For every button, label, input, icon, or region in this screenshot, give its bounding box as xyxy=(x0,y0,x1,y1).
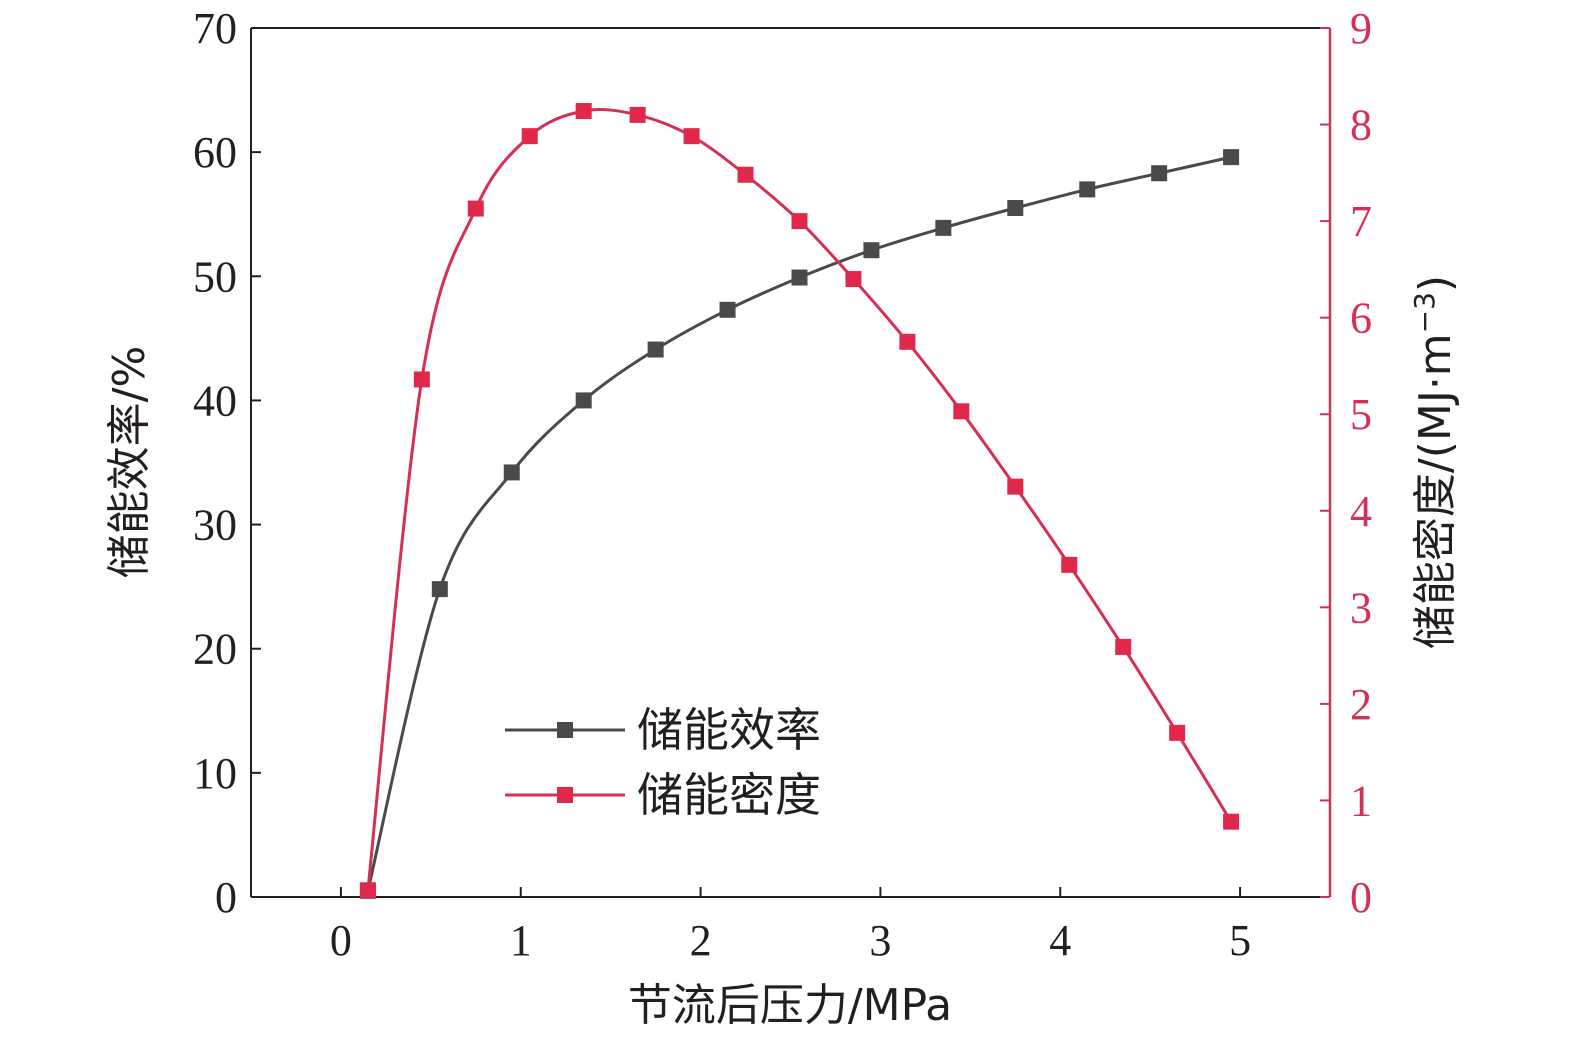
y-right-tick-label: 5 xyxy=(1350,390,1372,439)
density-point xyxy=(467,200,484,217)
y-left-tick-label: 20 xyxy=(193,625,237,674)
density-point xyxy=(575,103,592,120)
efficiency-point xyxy=(791,269,808,286)
density-point xyxy=(845,271,862,288)
legend-efficiency-marker xyxy=(557,722,573,738)
efficiency-point xyxy=(575,392,592,409)
density-point xyxy=(953,403,970,420)
density-point xyxy=(1169,724,1186,741)
density-point xyxy=(1007,478,1024,495)
y-right-tick-label: 6 xyxy=(1350,294,1372,343)
x-tick-label: 2 xyxy=(690,916,712,965)
markers xyxy=(359,103,1240,899)
x-tick-label: 0 xyxy=(330,916,352,965)
x-tick-label: 3 xyxy=(869,916,891,965)
density-point xyxy=(1223,813,1240,830)
density-point xyxy=(791,213,808,230)
efficiency-point xyxy=(1007,200,1024,217)
y-left-tick-label: 0 xyxy=(215,873,237,922)
series-density-line xyxy=(366,108,1233,891)
y-right-title-superscript: −3 xyxy=(1408,292,1441,333)
y-right-tick-label: 3 xyxy=(1350,583,1372,632)
axes xyxy=(250,27,1332,898)
efficiency-point xyxy=(503,464,520,481)
y-left-tick-label: 30 xyxy=(193,501,237,550)
legend-efficiency-label: 储能效率 xyxy=(637,703,821,757)
y-right-tick-label: 0 xyxy=(1350,873,1372,922)
y-right-axis-title: 储能密度/(MJ·m−3) xyxy=(1408,275,1461,649)
y-left-tick-label: 70 xyxy=(193,4,237,53)
y-right-tick-label: 8 xyxy=(1350,101,1372,150)
y-right-tick-label: 1 xyxy=(1350,776,1372,825)
y-right-tick-label: 4 xyxy=(1350,487,1372,536)
y-right-title-close: ) xyxy=(1410,275,1461,292)
legend-density-label: 储能密度 xyxy=(637,768,821,822)
efficiency-point xyxy=(863,242,880,259)
x-tick-label: 5 xyxy=(1229,916,1251,965)
y-right-title-main: 储能密度/(MJ·m xyxy=(1410,333,1461,649)
x-axis-title: 节流后压力/MPa xyxy=(628,980,952,1031)
y-right-tick-label: 9 xyxy=(1350,4,1372,53)
density-point xyxy=(1115,638,1132,655)
y-left-tick-label: 60 xyxy=(193,128,237,177)
density-point xyxy=(737,166,754,183)
efficiency-point xyxy=(1223,149,1240,166)
efficiency-point xyxy=(1079,181,1096,198)
legend-density-marker xyxy=(557,787,573,803)
curves xyxy=(366,108,1233,892)
density-point xyxy=(629,106,646,123)
density-point xyxy=(683,128,700,145)
density-point xyxy=(359,882,376,899)
x-tick-label: 4 xyxy=(1049,916,1071,965)
y-right-tick-label: 2 xyxy=(1350,680,1372,729)
density-point xyxy=(1061,556,1078,573)
y-left-tick-label: 50 xyxy=(193,252,237,301)
y-left-tick-label: 10 xyxy=(193,749,237,798)
density-point xyxy=(899,333,916,350)
efficiency-point xyxy=(719,301,736,318)
y-left-axis-title: 储能效率/% xyxy=(104,346,155,579)
y-left-tick-label: 40 xyxy=(193,376,237,425)
x-tick-label: 1 xyxy=(510,916,532,965)
density-point xyxy=(413,371,430,388)
efficiency-point xyxy=(647,341,664,358)
series-efficiency-line xyxy=(366,155,1232,892)
efficiency-point xyxy=(935,219,952,236)
legend: 储能效率 储能密度 xyxy=(505,703,821,822)
efficiency-point xyxy=(1151,165,1168,182)
y-right-tick-label: 7 xyxy=(1350,197,1372,246)
efficiency-point xyxy=(431,581,448,598)
density-point xyxy=(521,128,538,145)
